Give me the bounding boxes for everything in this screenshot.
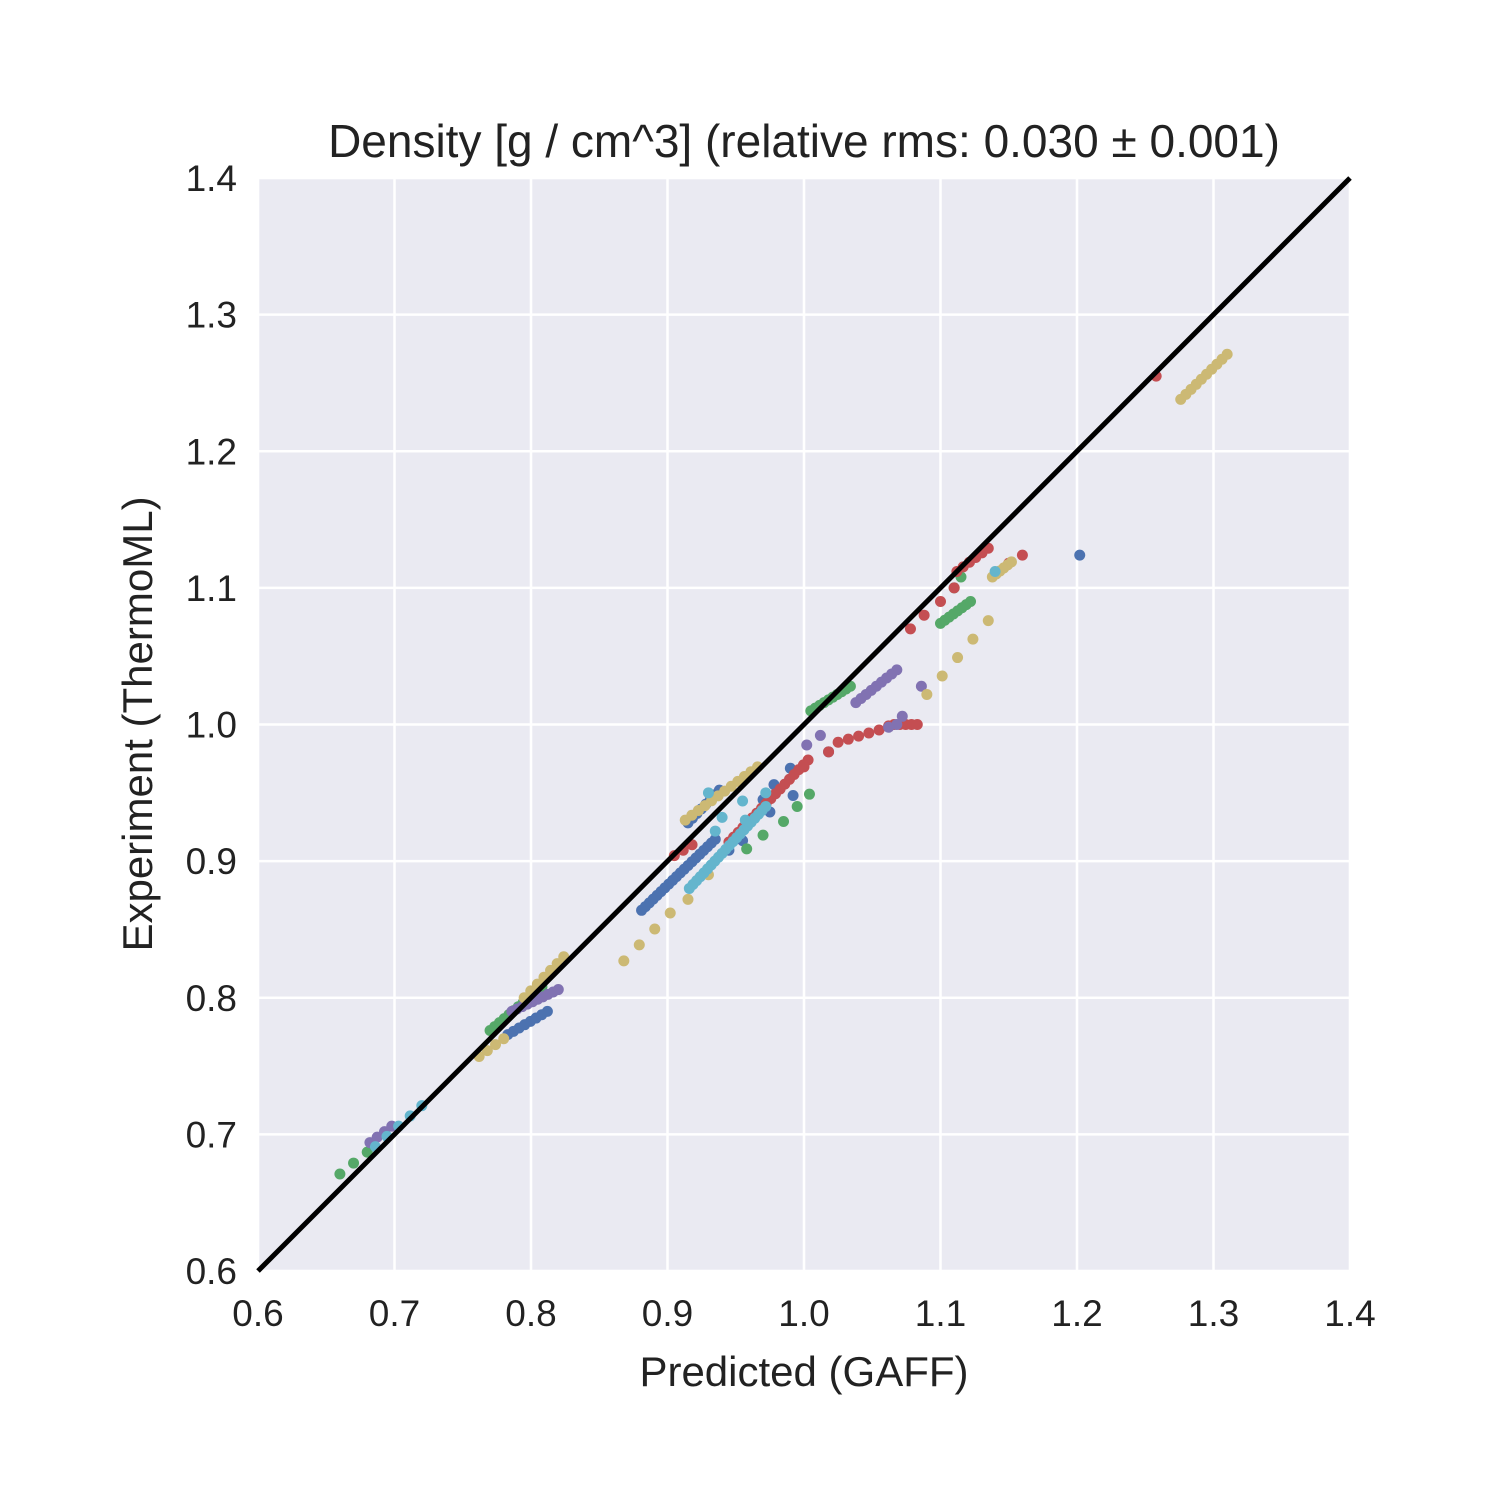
data-point bbox=[952, 652, 964, 664]
x-tick-label: 1.4 bbox=[1324, 1293, 1375, 1334]
data-point bbox=[853, 730, 865, 742]
y-tick-label: 1.4 bbox=[186, 158, 237, 199]
series-6 bbox=[369, 565, 1001, 1153]
data-point bbox=[649, 923, 661, 935]
data-point bbox=[896, 710, 908, 722]
data-point bbox=[633, 939, 645, 951]
data-point bbox=[490, 1039, 502, 1051]
data-point bbox=[737, 795, 749, 807]
data-point bbox=[948, 582, 960, 594]
data-point bbox=[967, 633, 979, 645]
data-point bbox=[682, 893, 694, 905]
x-tick-label: 0.8 bbox=[505, 1293, 556, 1334]
x-tick-labels: 0.6 0.7 0.8 0.9 1.0 1.1 1.2 1.3 1.4 bbox=[232, 1293, 1375, 1334]
data-point bbox=[552, 984, 564, 996]
data-point bbox=[787, 790, 799, 802]
data-point bbox=[498, 1033, 510, 1045]
data-point bbox=[481, 1045, 493, 1057]
y-tick-label: 1.3 bbox=[186, 295, 237, 336]
data-point bbox=[709, 833, 721, 845]
y-tick-label: 1.2 bbox=[186, 431, 237, 472]
x-tick-label: 1.3 bbox=[1188, 1293, 1239, 1334]
data-point bbox=[915, 680, 927, 692]
data-point bbox=[709, 825, 721, 837]
y-axis-label: Experiment (ThermoML) bbox=[114, 496, 161, 951]
data-point bbox=[760, 787, 772, 799]
data-point bbox=[814, 729, 826, 741]
data-point bbox=[664, 907, 676, 919]
data-point bbox=[936, 670, 948, 682]
data-point bbox=[1221, 348, 1233, 360]
data-point bbox=[801, 739, 813, 751]
data-point bbox=[760, 800, 772, 812]
data-point bbox=[982, 615, 994, 627]
data-point bbox=[873, 724, 885, 736]
data-point bbox=[989, 565, 1001, 577]
data-point bbox=[716, 811, 728, 823]
data-point bbox=[842, 733, 854, 745]
data-point bbox=[702, 787, 714, 799]
series-5 bbox=[473, 348, 1233, 1062]
data-point bbox=[798, 761, 810, 773]
data-point bbox=[803, 788, 815, 800]
data-point bbox=[334, 1168, 346, 1180]
y-tick-labels: 0.6 0.7 0.8 0.9 1.0 1.1 1.2 1.3 1.4 bbox=[186, 158, 237, 1292]
data-point bbox=[739, 814, 751, 826]
y-tick-label: 1.0 bbox=[186, 705, 237, 746]
data-point bbox=[791, 800, 803, 812]
y-tick-label: 0.9 bbox=[186, 841, 237, 882]
y-tick-label: 0.6 bbox=[186, 1251, 237, 1292]
data-point bbox=[778, 816, 790, 828]
data-point bbox=[891, 664, 903, 676]
data-point bbox=[911, 719, 923, 730]
y-tick-label: 1.1 bbox=[186, 568, 237, 609]
x-tick-label: 0.9 bbox=[642, 1293, 693, 1334]
data-point bbox=[921, 688, 933, 700]
data-point bbox=[757, 829, 769, 841]
data-point bbox=[823, 746, 835, 758]
data-point bbox=[1005, 556, 1017, 568]
identity-line bbox=[256, 176, 1352, 1273]
data-point bbox=[541, 1005, 553, 1017]
x-tick-label: 0.7 bbox=[369, 1293, 420, 1334]
x-tick-label: 1.2 bbox=[1051, 1293, 1102, 1334]
data-point bbox=[935, 596, 946, 608]
data-point bbox=[832, 736, 844, 748]
data-point bbox=[965, 596, 977, 608]
data-point bbox=[741, 843, 753, 855]
y-tick-label: 0.8 bbox=[186, 978, 237, 1019]
y-tick-label: 0.7 bbox=[186, 1114, 237, 1155]
data-point bbox=[904, 623, 916, 635]
data-point bbox=[1074, 549, 1086, 561]
data-point bbox=[361, 1146, 373, 1158]
data-point bbox=[1016, 549, 1028, 561]
x-axis-label: Predicted (GAFF) bbox=[639, 1348, 968, 1395]
data-point bbox=[883, 721, 895, 733]
x-tick-label: 1.1 bbox=[915, 1293, 966, 1334]
data-point bbox=[618, 955, 630, 967]
data-point bbox=[348, 1157, 360, 1169]
data-point bbox=[863, 727, 875, 739]
chart-title: Density [g / cm^3] (relative rms: 0.030 … bbox=[328, 115, 1280, 167]
x-tick-label: 1.0 bbox=[778, 1293, 829, 1334]
data-point bbox=[918, 609, 930, 621]
x-tick-label: 0.6 bbox=[232, 1293, 283, 1334]
